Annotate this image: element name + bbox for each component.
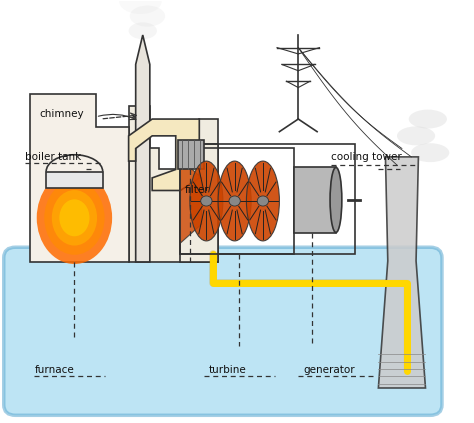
Ellipse shape bbox=[128, 22, 157, 39]
Circle shape bbox=[257, 196, 269, 206]
Ellipse shape bbox=[411, 143, 449, 162]
Polygon shape bbox=[30, 94, 128, 262]
Circle shape bbox=[201, 196, 212, 206]
Ellipse shape bbox=[130, 5, 165, 27]
Polygon shape bbox=[128, 119, 199, 190]
Text: turbine: turbine bbox=[209, 365, 246, 375]
FancyBboxPatch shape bbox=[46, 172, 103, 188]
Ellipse shape bbox=[409, 110, 447, 129]
Ellipse shape bbox=[190, 161, 223, 241]
FancyBboxPatch shape bbox=[4, 247, 442, 415]
Text: furnace: furnace bbox=[35, 365, 74, 375]
Text: boiler tank: boiler tank bbox=[25, 152, 81, 162]
FancyBboxPatch shape bbox=[178, 140, 204, 170]
Text: filter: filter bbox=[185, 184, 210, 195]
Ellipse shape bbox=[397, 126, 435, 146]
Polygon shape bbox=[136, 35, 150, 262]
Ellipse shape bbox=[36, 172, 112, 264]
Polygon shape bbox=[181, 144, 218, 262]
Ellipse shape bbox=[330, 168, 342, 233]
Ellipse shape bbox=[52, 190, 97, 245]
Ellipse shape bbox=[59, 199, 90, 236]
Polygon shape bbox=[128, 107, 218, 262]
Ellipse shape bbox=[44, 181, 105, 255]
Ellipse shape bbox=[246, 161, 279, 241]
Polygon shape bbox=[378, 157, 426, 388]
FancyBboxPatch shape bbox=[293, 168, 336, 233]
Ellipse shape bbox=[119, 0, 162, 14]
Text: chimney: chimney bbox=[39, 109, 84, 119]
Circle shape bbox=[229, 196, 240, 206]
Text: generator: generator bbox=[303, 365, 355, 375]
Polygon shape bbox=[181, 159, 201, 243]
Text: cooling tower: cooling tower bbox=[331, 152, 402, 162]
Ellipse shape bbox=[218, 161, 251, 241]
